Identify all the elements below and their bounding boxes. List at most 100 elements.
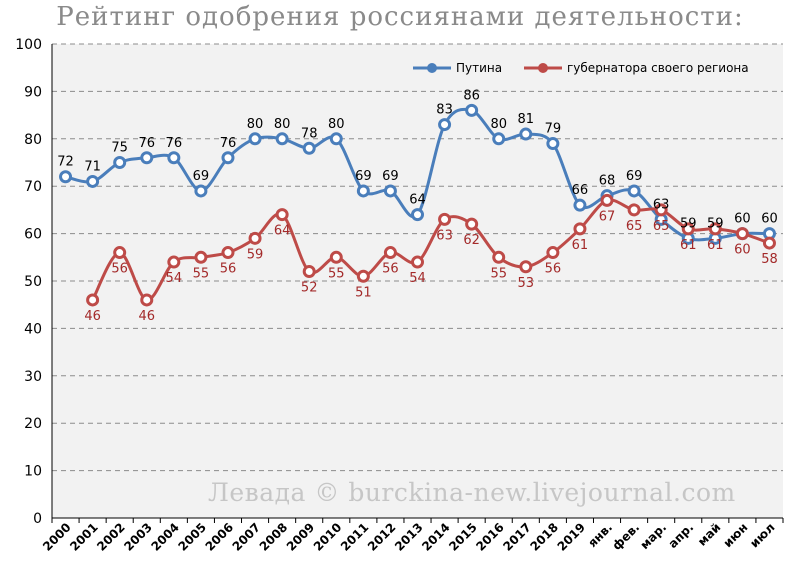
legend-label-governor: губернатора своего региона: [567, 61, 749, 75]
y-tick-label: 50: [24, 274, 42, 290]
data-label-governor: 55: [490, 266, 507, 281]
x-tick-label: 2013: [392, 520, 426, 554]
data-label-governor: 52: [301, 281, 318, 296]
data-point-putin: [302, 141, 316, 155]
data-label-governor: 64: [274, 224, 291, 239]
data-label-putin: 72: [57, 155, 74, 170]
y-tick-label: 30: [24, 369, 42, 385]
x-tick-label: 2018: [527, 520, 561, 554]
data-point-governor: [735, 227, 749, 241]
data-label-putin: 66: [572, 183, 589, 198]
data-point-governor: [438, 212, 452, 226]
legend-marker-putin: [427, 63, 437, 73]
series-layer: [59, 103, 776, 307]
data-label-putin: 76: [166, 136, 183, 151]
data-point-putin: [383, 184, 397, 198]
data-label-putin: 76: [220, 136, 237, 151]
data-point-putin: [573, 198, 587, 212]
x-tick-label: 2005: [176, 520, 210, 554]
data-point-putin: [492, 132, 506, 146]
data-label-governor: 54: [166, 271, 183, 286]
x-tick-label: янв.: [585, 520, 615, 550]
legend: Путина губернатора своего региона: [413, 61, 749, 75]
data-label-putin: 75: [111, 141, 128, 156]
data-point-governor: [627, 203, 641, 217]
data-label-governor: 56: [220, 262, 237, 277]
data-label-governor: 61: [572, 238, 589, 253]
legend-label-putin: Путина: [456, 61, 502, 75]
data-label-putin: 80: [247, 117, 264, 132]
data-label-putin: 69: [193, 169, 210, 184]
data-label-putin: 81: [518, 112, 535, 127]
data-label-governor: 60: [734, 243, 751, 258]
data-label-governor: 56: [382, 262, 399, 277]
y-tick-label: 0: [33, 511, 42, 527]
data-point-putin: [627, 184, 641, 198]
data-point-putin: [59, 170, 73, 184]
data-point-governor: [411, 255, 424, 269]
x-tick-label: мар.: [637, 520, 669, 552]
data-label-governor: 56: [545, 262, 562, 277]
data-point-governor: [492, 250, 506, 264]
data-label-putin: 59: [680, 216, 697, 231]
data-point-putin: [356, 184, 370, 198]
data-label-putin: 64: [409, 193, 426, 208]
x-tick-label: 2012: [365, 520, 399, 554]
data-label-putin: 60: [761, 212, 778, 227]
x-tick-label: 2017: [500, 520, 534, 554]
data-label-governor: 56: [111, 262, 128, 277]
x-tick-label: 2010: [311, 520, 345, 554]
data-point-governor: [681, 222, 695, 236]
data-point-putin: [113, 156, 127, 169]
y-tick-label: 20: [24, 416, 42, 432]
data-label-putin: 63: [653, 197, 670, 212]
data-label-putin: 79: [545, 122, 562, 137]
data-point-governor: [356, 269, 370, 283]
data-point-governor: [762, 236, 776, 250]
data-point-putin: [167, 151, 181, 165]
x-tick-label: май: [695, 520, 724, 549]
data-point-putin: [519, 127, 533, 141]
x-tick-label: 2000: [40, 520, 74, 554]
x-tick-label: 2004: [148, 520, 182, 554]
y-tick-label: 70: [24, 179, 42, 195]
x-tick-label: 2006: [203, 520, 237, 554]
data-point-governor: [600, 193, 614, 207]
data-label-putin: 80: [328, 117, 345, 132]
data-label-putin: 69: [355, 169, 372, 184]
x-tick-label: фев.: [610, 520, 643, 553]
data-point-putin: [86, 174, 100, 188]
data-point-governor: [302, 265, 316, 279]
x-tick-label: июл: [747, 520, 777, 550]
data-point-putin: [329, 132, 343, 146]
data-label-governor: 46: [84, 309, 101, 324]
data-point-putin: [275, 132, 289, 146]
data-label-governor: 51: [355, 285, 372, 300]
data-label-putin: 76: [138, 136, 155, 151]
data-label-governor: 54: [409, 271, 426, 286]
data-point-governor: [519, 260, 533, 274]
data-point-putin: [221, 151, 235, 165]
y-tick-label: 60: [24, 227, 42, 243]
data-label-putin: 68: [599, 174, 616, 189]
data-point-putin: [248, 132, 262, 146]
data-point-governor: [275, 208, 289, 222]
data-label-governor: 55: [193, 266, 210, 281]
x-tick-label: 2001: [67, 520, 101, 554]
data-point-governor: [140, 293, 154, 307]
data-point-governor: [86, 293, 100, 307]
x-tick-label: 2015: [446, 520, 480, 554]
x-tick-label: 2011: [338, 520, 372, 554]
data-point-governor: [329, 250, 343, 264]
data-point-governor: [194, 250, 208, 264]
x-tick-label: 2016: [473, 520, 507, 554]
data-label-putin: 80: [274, 117, 291, 132]
data-point-putin: [411, 208, 424, 222]
data-point-governor: [248, 231, 262, 245]
data-label-governor: 61: [707, 238, 724, 253]
data-label-putin: 59: [707, 216, 724, 231]
data-point-putin: [546, 137, 560, 151]
data-label-governor: 67: [599, 209, 616, 224]
data-label-putin: 80: [490, 117, 507, 132]
